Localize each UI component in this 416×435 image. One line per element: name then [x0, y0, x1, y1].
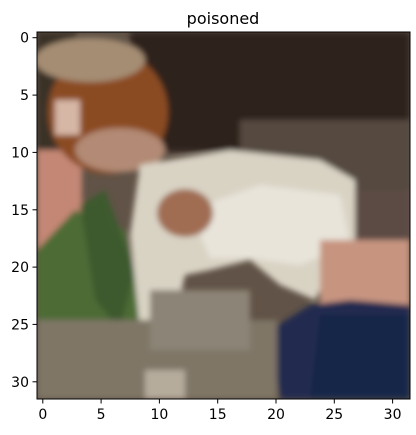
x-tick-label-15: 15: [209, 407, 227, 423]
y-tick-label-30: 30: [11, 375, 29, 391]
x-axis: 0 5 10 15 20 25 30: [38, 399, 402, 423]
y-axis: 0 5 10 15 20 25 30: [11, 31, 37, 391]
y-tick-label-25: 25: [11, 317, 29, 333]
image-area: [37, 32, 410, 399]
x-tick-label-5: 5: [97, 407, 106, 423]
y-tick-label-15: 15: [11, 203, 29, 219]
y-tick-label-5: 5: [20, 88, 29, 104]
figure-title: poisoned: [187, 9, 260, 28]
x-tick-label-30: 30: [384, 407, 402, 423]
y-tick-label-0: 0: [20, 31, 29, 47]
y-tick-label-10: 10: [11, 145, 29, 161]
x-tick-label-10: 10: [150, 407, 168, 423]
x-tick-label-20: 20: [267, 407, 285, 423]
y-tick-label-20: 20: [11, 260, 29, 276]
x-tick-label-0: 0: [38, 407, 47, 423]
x-tick-label-25: 25: [325, 407, 343, 423]
axes-frame: [36, 31, 411, 400]
